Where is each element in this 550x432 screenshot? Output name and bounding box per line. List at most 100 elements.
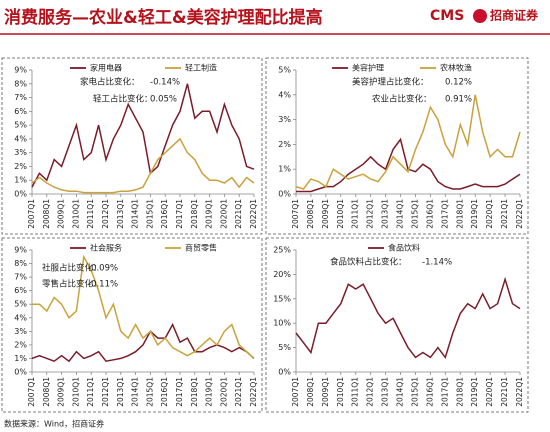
x-tick-label: 2010Q1 — [336, 199, 345, 229]
x-tick-label: 2014Q1 — [396, 377, 405, 407]
x-tick-label: 2009Q1 — [57, 377, 66, 407]
x-tick-label: 2012Q1 — [366, 199, 375, 229]
series-line — [295, 94, 521, 190]
logo-name: 招商证券 — [490, 8, 539, 23]
x-tick-label: 2014Q1 — [131, 377, 140, 407]
x-tick-label: 2011Q1 — [86, 199, 95, 229]
x-tick-label: 2017Q1 — [175, 377, 184, 407]
y-tick-label: 5% — [14, 121, 27, 130]
y-tick-label: 7% — [14, 273, 27, 282]
annotation: 轻工占比变化： — [93, 94, 153, 105]
y-tick-label: 20% — [273, 270, 291, 279]
x-tick-label: 2020Q1 — [485, 199, 494, 229]
y-tick-label: 3% — [14, 148, 27, 157]
legend-label: 美容护理 — [352, 63, 384, 73]
y-tick-label: 4% — [14, 134, 27, 143]
x-tick-label: 2011Q1 — [351, 199, 360, 229]
x-tick-label: 2008Q1 — [42, 199, 51, 229]
y-tick-label: 0% — [278, 368, 291, 377]
annotation: 0.12% — [445, 78, 472, 88]
x-tick-label: 2014Q1 — [396, 199, 405, 229]
x-tick-label: 2018Q1 — [190, 377, 199, 407]
x-tick-label: 2016Q1 — [160, 377, 169, 407]
legend-label: 轻工制造 — [185, 63, 217, 73]
x-tick-label: 2019Q1 — [470, 199, 479, 229]
x-tick-label: 2015Q1 — [410, 377, 419, 407]
y-tick-label: 0% — [14, 368, 27, 377]
x-tick-label: 2010Q1 — [71, 377, 80, 407]
series-line — [31, 137, 255, 194]
legend-label: 家用电器 — [90, 63, 122, 73]
x-tick-label: 2019Q1 — [470, 377, 479, 407]
x-tick-label: 2016Q1 — [425, 377, 434, 407]
y-tick-label: 9% — [14, 66, 27, 75]
legend-label: 商贸零售 — [185, 243, 217, 253]
y-tick-label: 3% — [14, 327, 27, 336]
y-tick-label: 2% — [14, 162, 27, 171]
y-tick-label: 0% — [278, 190, 291, 199]
x-tick-label: 2011Q1 — [351, 377, 360, 407]
logo: CMS — [430, 8, 464, 24]
x-tick-label: 2014Q1 — [131, 199, 140, 229]
annotation: 0.05% — [150, 95, 177, 105]
x-tick-label: 2022Q1 — [515, 199, 524, 229]
annotation: 家电占比变化： — [80, 77, 140, 88]
x-tick-label: 2011Q1 — [86, 377, 95, 407]
series-line — [295, 276, 521, 360]
annotation: -1.14% — [422, 258, 452, 268]
y-tick-label: 2% — [278, 140, 291, 149]
panel-border — [1, 237, 263, 413]
y-tick-label: 15% — [273, 294, 291, 303]
x-tick-label: 2019Q1 — [205, 377, 214, 407]
y-tick-label: 1% — [14, 176, 27, 185]
x-tick-label: 2021Q1 — [500, 199, 509, 229]
series-line — [32, 254, 255, 359]
y-tick-label: 8% — [14, 259, 27, 268]
annotation: 食品饮料占比变化： — [330, 257, 407, 268]
legend-label: 社会服务 — [90, 243, 122, 253]
y-tick-label: 6% — [14, 286, 27, 295]
panel-border — [1, 57, 263, 235]
annotation: 农业占比变化： — [372, 94, 432, 105]
x-tick-label: 2013Q1 — [116, 377, 125, 407]
x-tick-label: 2021Q1 — [234, 199, 243, 229]
y-tick-label: 7% — [14, 93, 27, 102]
x-tick-label: 2021Q1 — [234, 377, 243, 407]
annotation: 零售占比变化： — [42, 279, 102, 290]
legend-label: 食品饮料 — [388, 243, 420, 253]
y-tick-label: 8% — [14, 79, 27, 88]
series-line — [31, 322, 255, 363]
y-tick-label: 5% — [278, 66, 291, 75]
y-tick-label: 9% — [14, 246, 27, 255]
y-tick-label: 1% — [14, 354, 27, 363]
y-tick-label: 0% — [14, 190, 27, 199]
annotation: 社服占比变化： — [42, 263, 102, 274]
annotation: -0.11% — [88, 280, 118, 290]
x-tick-label: 2009Q1 — [57, 199, 66, 229]
x-tick-label: 2017Q1 — [440, 199, 449, 229]
annotation: -0.09% — [88, 264, 118, 274]
y-tick-label: 1% — [278, 165, 291, 174]
annotation: 0.91% — [445, 95, 472, 105]
y-tick-label: 4% — [14, 313, 27, 322]
x-tick-label: 2012Q1 — [366, 377, 375, 407]
x-tick-label: 2016Q1 — [160, 199, 169, 229]
x-tick-label: 2015Q1 — [410, 199, 419, 229]
y-tick-label: 5% — [14, 300, 27, 309]
x-tick-label: 2020Q1 — [219, 199, 228, 229]
y-tick-label: 3% — [278, 115, 291, 124]
y-tick-label: 25% — [273, 246, 291, 255]
legend-label: 农林牧渔 — [440, 63, 472, 73]
y-tick-label: 10% — [273, 319, 291, 328]
x-tick-label: 2013Q1 — [116, 199, 125, 229]
y-tick-label: 6% — [14, 107, 27, 116]
x-tick-label: 2017Q1 — [175, 199, 184, 229]
x-tick-label: 2022Q1 — [515, 377, 524, 407]
y-tick-label: 5% — [278, 343, 291, 352]
y-tick-label: 4% — [278, 90, 291, 99]
x-tick-label: 2013Q1 — [381, 199, 390, 229]
x-tick-label: 2018Q1 — [190, 199, 199, 229]
series-line — [296, 137, 521, 193]
x-tick-label: 2015Q1 — [145, 199, 154, 229]
y-tick-label: 2% — [14, 340, 27, 349]
